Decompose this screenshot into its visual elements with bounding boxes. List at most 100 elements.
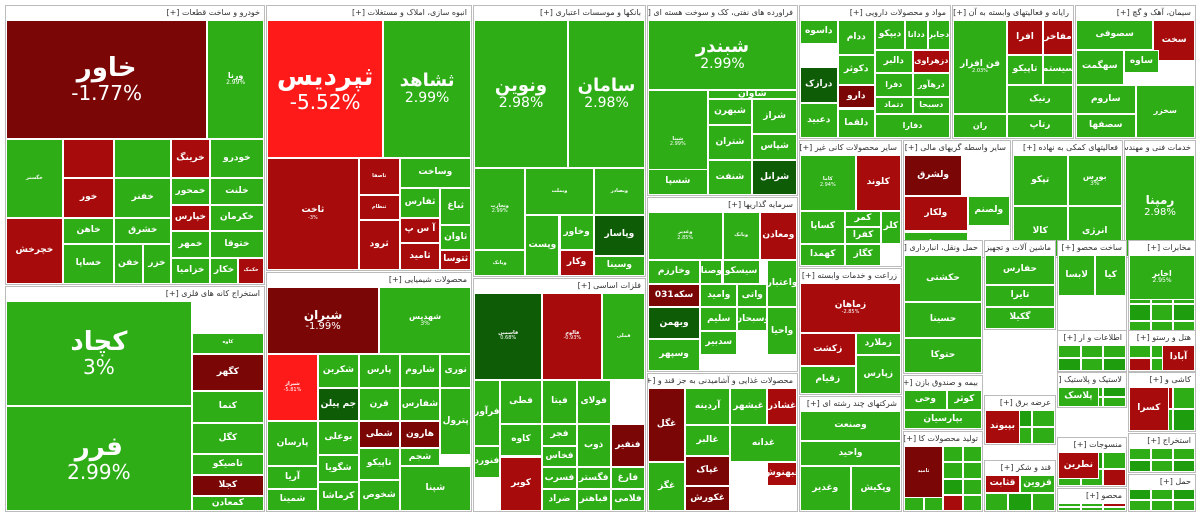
- stock-tile-فنورد[interactable]: فنورد: [474, 445, 500, 479]
- stock-tile-blank[interactable]: [1103, 507, 1126, 511]
- stock-tile-شهدیس[interactable]: شهدیس 3%: [379, 287, 471, 355]
- stock-tile-blank[interactable]: [1008, 493, 1032, 511]
- stock-tile-وپاسار[interactable]: وپاسار: [593, 214, 645, 256]
- stock-tile-وپست[interactable]: وپست: [525, 214, 560, 276]
- stock-tile-شطی[interactable]: شطی: [358, 421, 400, 449]
- stock-tile-وبصادر[interactable]: وبصادر: [593, 168, 645, 215]
- stock-tile-ختوقا[interactable]: ختوقا: [209, 231, 264, 258]
- stock-tile-فاسمین[interactable]: فاسمین 0.68%: [474, 293, 543, 381]
- stock-tile-کلوند[interactable]: کلوند: [855, 155, 901, 211]
- stock-tile-نطرین[interactable]: نطرین: [1058, 452, 1099, 480]
- stock-tile-درهآور[interactable]: درهآور: [912, 73, 950, 97]
- stock-tile-blank[interactable]: [1129, 489, 1151, 500]
- stock-tile-حفارس[interactable]: حفارس: [985, 255, 1055, 285]
- stock-tile-خزامیا[interactable]: خزامیا: [171, 257, 210, 284]
- stock-tile-blank[interactable]: [943, 478, 963, 495]
- stock-tile-شسپا[interactable]: شسپا: [648, 168, 708, 195]
- sector-title[interactable]: مخابرات [+]: [1129, 241, 1195, 255]
- stock-tile-کاوه[interactable]: کاوه: [191, 332, 264, 354]
- stock-tile-کاما[interactable]: کاما 2.94%: [800, 155, 856, 211]
- stock-tile-ورنا[interactable]: ورنا 2.99%: [207, 20, 264, 139]
- stock-tile-کیا[interactable]: کیا: [1095, 255, 1126, 296]
- stock-tile-blank[interactable]: [943, 462, 963, 479]
- stock-tile-زکشت[interactable]: زکشت: [800, 332, 856, 367]
- stock-tile-فخاس[interactable]: فخاس: [542, 445, 577, 468]
- stock-tile-blank[interactable]: [1129, 358, 1151, 371]
- stock-tile-خودرو[interactable]: خودرو: [209, 138, 264, 179]
- stock-tile-ومعادن[interactable]: ومعادن: [759, 212, 797, 260]
- stock-tile-سصفها[interactable]: سصفها: [1076, 114, 1136, 138]
- stock-tile-ثامید[interactable]: ثامید: [399, 242, 441, 270]
- stock-tile-لابسا[interactable]: لابسا: [1058, 255, 1096, 296]
- stock-tile-blank[interactable]: [1103, 397, 1126, 407]
- stock-tile-شیراز[interactable]: شیراز -5.81%: [267, 354, 318, 422]
- stock-tile-بورس[interactable]: بورس 3%: [1067, 155, 1122, 206]
- sector-title[interactable]: خودرو و ساخت قطعات [+]: [6, 6, 264, 20]
- stock-tile-دفارا[interactable]: دفارا: [875, 114, 950, 138]
- stock-tile-واتی[interactable]: واتی: [737, 283, 768, 308]
- stock-tile-دلقما[interactable]: دلقما: [837, 108, 875, 138]
- stock-tile-کهمدا[interactable]: کهمدا: [800, 243, 846, 266]
- stock-tile-blank[interactable]: [1129, 304, 1151, 321]
- stock-tile-فجر[interactable]: فجر: [542, 423, 577, 446]
- stock-tile-کگهر[interactable]: کگهر: [191, 353, 264, 392]
- stock-tile-blank[interactable]: [1058, 358, 1081, 371]
- stock-tile-کساپا[interactable]: کساپا: [800, 210, 846, 244]
- stock-tile-شفارس[interactable]: شفارس: [399, 387, 441, 422]
- stock-tile-شگویا[interactable]: شگویا: [318, 455, 359, 482]
- stock-tile-blank[interactable]: [1173, 304, 1195, 321]
- stock-tile-ضراد[interactable]: ضراد: [542, 489, 577, 511]
- stock-tile-سلیم[interactable]: سلیم: [700, 307, 738, 332]
- sector-title[interactable]: لاستیک و پلاستیک [+]: [1058, 373, 1126, 387]
- stock-tile-blank[interactable]: [1058, 345, 1081, 358]
- stock-tile-سیستم[interactable]: سیستم: [1043, 55, 1073, 85]
- stock-tile-شبندر[interactable]: شبندر 2.99%: [648, 20, 797, 90]
- stock-tile-کنما[interactable]: کنما: [191, 391, 264, 423]
- stock-tile-وسپهر[interactable]: وسپهر: [648, 339, 701, 371]
- stock-tile-خمحور[interactable]: خمحور: [171, 178, 210, 205]
- stock-tile-پارس[interactable]: پارس: [358, 354, 400, 388]
- stock-tile-غدانه[interactable]: غدانه: [729, 424, 797, 462]
- stock-tile-خفن[interactable]: خفن: [114, 244, 143, 284]
- stock-tile-blank[interactable]: [962, 462, 982, 479]
- sector-title[interactable]: رایانه و فعالیتهای وابسته به آن [+]: [953, 6, 1073, 20]
- stock-tile-ثامید[interactable]: ثامید: [904, 446, 943, 498]
- stock-tile-سکه031[interactable]: سکه031: [648, 283, 701, 308]
- stock-tile-غشاذر[interactable]: غشاذر: [767, 388, 797, 425]
- stock-tile-پترول[interactable]: پترول: [440, 387, 471, 455]
- stock-tile-قرن[interactable]: قرن: [358, 387, 400, 422]
- stock-tile-رتاپ[interactable]: رتاپ: [1007, 114, 1073, 138]
- stock-tile-blank[interactable]: [1103, 358, 1126, 371]
- stock-tile-خگستر[interactable]: خگستر: [6, 138, 63, 218]
- stock-tile-فطی[interactable]: فطی: [499, 380, 543, 424]
- stock-tile-غکورش[interactable]: غکورش: [685, 486, 730, 511]
- stock-tile-بپارسیان[interactable]: بپارسیان: [904, 409, 982, 429]
- stock-tile-سخت[interactable]: سخت: [1153, 20, 1195, 62]
- stock-tile-دجابر[interactable]: دجابر: [927, 20, 950, 50]
- stock-tile-فیتا[interactable]: فیتا: [542, 380, 577, 424]
- stock-tile-blank[interactable]: [1151, 448, 1173, 460]
- stock-tile-blank[interactable]: [1080, 507, 1104, 511]
- stock-tile-blank[interactable]: [1151, 500, 1173, 511]
- stock-tile-ولصنم[interactable]: ولصنم: [967, 195, 1010, 227]
- stock-tile-وکار[interactable]: وکار: [559, 250, 594, 276]
- stock-tile-blank[interactable]: [1173, 448, 1195, 460]
- stock-tile-شپنا[interactable]: شپنا: [399, 466, 471, 511]
- stock-tile-ذوب[interactable]: ذوب: [576, 423, 611, 468]
- sector-title[interactable]: سایر محصولات کانی غیر [+]: [800, 141, 901, 155]
- stock-tile-شاوان[interactable]: شاوان: [707, 90, 797, 99]
- stock-tile-دزهراوی[interactable]: دزهراوی: [912, 49, 950, 74]
- stock-tile-ددانا[interactable]: ددانا: [905, 20, 928, 50]
- stock-tile-غپاک[interactable]: غپاک: [685, 455, 730, 487]
- stock-tile-فارغ[interactable]: فارغ: [610, 467, 645, 490]
- stock-tile-درازک[interactable]: درازک: [800, 67, 838, 103]
- stock-tile-وصنعت[interactable]: وصنعت: [800, 411, 901, 441]
- stock-tile-کفرا[interactable]: کفرا: [845, 227, 881, 244]
- stock-tile-غبشهر[interactable]: غبشهر: [729, 388, 768, 425]
- stock-tile-وغدیر[interactable]: وغدیر: [800, 466, 851, 511]
- stock-tile-ثنظام[interactable]: ثنظام: [358, 195, 400, 220]
- stock-tile-blank[interactable]: [962, 446, 982, 463]
- stock-tile-جم-پیلن[interactable]: جم پیلن: [318, 387, 359, 422]
- stock-tile-رنیک[interactable]: رنیک: [1007, 84, 1073, 115]
- stock-tile-تپکو[interactable]: تپکو: [1013, 155, 1068, 206]
